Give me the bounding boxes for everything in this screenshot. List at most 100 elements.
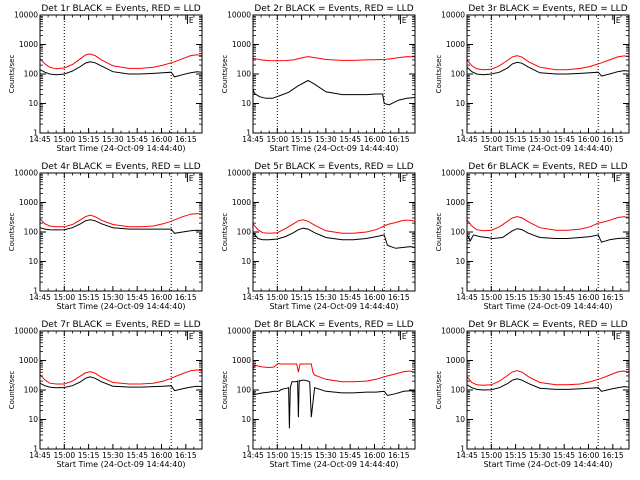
y-tick-label: 1000 <box>232 356 251 365</box>
lld-series-line <box>466 55 630 71</box>
panel-title: Det 4r BLACK = Events, RED = LLD <box>41 162 200 172</box>
panel-title: Det 2r BLACK = Events, RED = LLD <box>254 4 413 14</box>
y-tick-label: 1 <box>460 445 465 454</box>
x-tick-label: 16:00 <box>151 135 173 144</box>
x-tick-label: 14:45 <box>29 451 51 460</box>
y-tick-label: 1000 <box>232 40 251 49</box>
y-axis-label: Counts/sec <box>8 213 16 252</box>
x-tick-label: 15:15 <box>291 135 313 144</box>
x-tick-label: 16:00 <box>151 293 173 302</box>
y-tick-label: 1000 <box>19 356 38 365</box>
x-tick-label: 15:00 <box>480 135 502 144</box>
plot-frame <box>252 330 416 450</box>
x-axis-label: Start Time (24-Oct-09 14:44:40) <box>269 144 398 153</box>
x-tick-label: 15:45 <box>553 451 575 460</box>
x-tick-label: 16:15 <box>602 135 624 144</box>
events-series-line <box>466 61 630 77</box>
x-tick-label: 15:15 <box>291 293 313 302</box>
events-series-line <box>252 379 416 429</box>
x-tick-label: 16:15 <box>388 293 410 302</box>
x-tick-label: 15:30 <box>529 451 551 460</box>
y-tick-label: 1 <box>460 287 465 296</box>
y-tick-label: 1000 <box>232 198 251 207</box>
x-tick-label: 15:45 <box>339 293 361 302</box>
x-axis-label: Start Time (24-Oct-09 14:44:40) <box>483 460 612 469</box>
y-tick-label: 100 <box>451 228 466 237</box>
x-tick-label: 14:45 <box>456 293 478 302</box>
y-tick-label: 10 <box>241 257 251 266</box>
y-tick-label: 100 <box>24 70 39 79</box>
x-tick-label: 15:45 <box>339 451 361 460</box>
x-tick-label: 14:45 <box>242 135 264 144</box>
x-tick-label: 15:45 <box>126 135 148 144</box>
x-tick-label: 15:30 <box>102 293 124 302</box>
x-tick-label: 16:00 <box>578 135 600 144</box>
x-tick-label: 15:15 <box>505 135 527 144</box>
x-tick-label: 16:00 <box>578 451 600 460</box>
panel-5: Det 5r BLACK = Events, RED = LLD E 1 10 100 1… <box>221 162 416 311</box>
panel-title: Det 5r BLACK = Events, RED = LLD <box>254 162 413 172</box>
x-axis-label: Start Time (24-Oct-09 14:44:40) <box>56 144 185 153</box>
y-axis-label: Counts/sec <box>435 213 443 252</box>
x-tick-label: 15:45 <box>339 135 361 144</box>
x-tick-label: 15:15 <box>78 451 100 460</box>
x-tick-label: 15:30 <box>102 135 124 144</box>
e-marker-label: E <box>402 332 407 341</box>
events-series-line <box>39 61 203 78</box>
x-axis-label: Start Time (24-Oct-09 14:44:40) <box>269 302 398 311</box>
y-axis-label: Counts/sec <box>8 55 16 94</box>
y-tick-label: 100 <box>237 228 252 237</box>
y-axis-label: Counts/sec <box>221 213 229 252</box>
y-tick-label: 1 <box>246 129 251 138</box>
y-tick-label: 10 <box>241 415 251 424</box>
panel-8: Det 8r BLACK = Events, RED = LLD E 1 10 100 1… <box>221 320 416 469</box>
y-axis-label: Counts/sec <box>221 55 229 94</box>
x-tick-label: 16:15 <box>602 293 624 302</box>
panel-3: Det 3r BLACK = Events, RED = LLD E 1 10 100 1… <box>435 4 630 153</box>
panel-9: Det 9r BLACK = Events, RED = LLD E 1 10 100 1… <box>435 320 630 469</box>
y-tick-label: 1 <box>460 129 465 138</box>
x-tick-label: 16:00 <box>364 451 386 460</box>
events-series-line <box>39 219 203 234</box>
lld-series-line <box>252 219 416 234</box>
y-tick-label: 10000 <box>14 11 38 20</box>
panel-4: Det 4r BLACK = Events, RED = LLD E 1 10 100 1… <box>8 162 203 311</box>
x-tick-label: 15:00 <box>480 451 502 460</box>
y-tick-label: 10000 <box>227 11 251 20</box>
e-marker-label: E <box>616 174 621 183</box>
lld-series-line <box>252 56 416 62</box>
y-axis-label: Counts/sec <box>435 55 443 94</box>
y-tick-label: 100 <box>237 386 252 395</box>
y-axis-label: Counts/sec <box>8 371 16 410</box>
y-tick-label: 1 <box>246 445 251 454</box>
y-tick-label: 10000 <box>441 169 465 178</box>
x-tick-label: 14:45 <box>29 293 51 302</box>
e-marker-label: E <box>189 332 194 341</box>
x-tick-label: 15:15 <box>505 293 527 302</box>
y-tick-label: 10 <box>28 99 38 108</box>
x-axis-label: Start Time (24-Oct-09 14:44:40) <box>56 302 185 311</box>
lld-series-line <box>466 216 630 232</box>
x-tick-label: 16:15 <box>388 451 410 460</box>
y-tick-label: 1000 <box>19 40 38 49</box>
y-tick-label: 10000 <box>441 11 465 20</box>
panel-title: Det 1r BLACK = Events, RED = LLD <box>41 4 200 14</box>
e-marker-label: E <box>402 174 407 183</box>
y-tick-label: 10 <box>455 415 465 424</box>
x-tick-label: 15:15 <box>505 451 527 460</box>
panel-7: Det 7r BLACK = Events, RED = LLD E 1 10 100 1… <box>8 320 203 469</box>
x-tick-label: 15:45 <box>126 293 148 302</box>
x-tick-label: 15:00 <box>53 293 75 302</box>
x-tick-label: 16:00 <box>364 293 386 302</box>
x-tick-label: 15:15 <box>291 451 313 460</box>
y-tick-label: 1000 <box>446 40 465 49</box>
y-tick-label: 1 <box>33 445 38 454</box>
y-tick-label: 1000 <box>446 356 465 365</box>
e-marker-label: E <box>189 174 194 183</box>
e-marker-label: E <box>189 16 194 25</box>
y-tick-label: 10000 <box>14 169 38 178</box>
events-series-line <box>39 376 203 392</box>
panel-title: Det 6r BLACK = Events, RED = LLD <box>468 162 627 172</box>
panel-title: Det 7r BLACK = Events, RED = LLD <box>41 320 200 330</box>
